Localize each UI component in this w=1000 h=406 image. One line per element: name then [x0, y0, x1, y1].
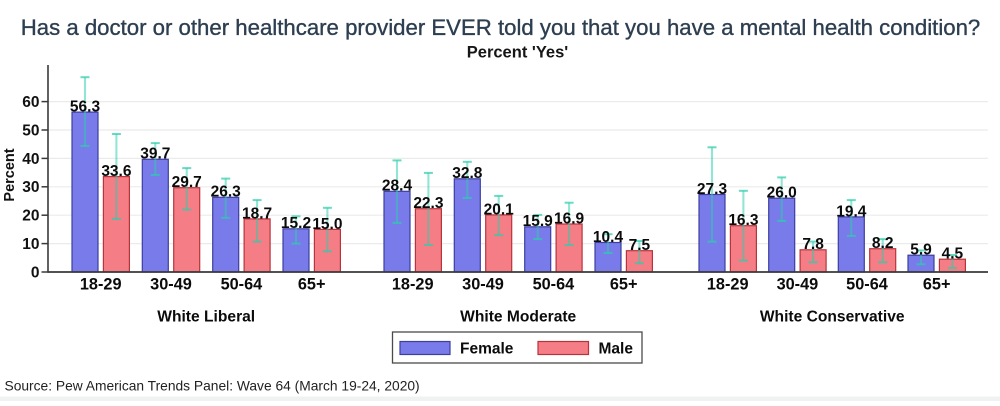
svg-text:29.7: 29.7 — [172, 174, 202, 191]
svg-text:7.8: 7.8 — [802, 236, 824, 253]
svg-text:28.4: 28.4 — [382, 178, 413, 195]
svg-text:26.3: 26.3 — [211, 184, 242, 201]
svg-text:15.0: 15.0 — [312, 216, 342, 233]
svg-text:7.5: 7.5 — [629, 237, 651, 254]
svg-text:5.9: 5.9 — [910, 242, 932, 259]
svg-text:Percent: Percent — [2, 148, 18, 201]
svg-text:White Conservative: White Conservative — [760, 309, 905, 326]
svg-text:Male: Male — [599, 341, 634, 358]
svg-text:Source: Pew American Trends Pa: Source: Pew American Trends Panel: Wave … — [5, 379, 420, 394]
svg-text:18.7: 18.7 — [242, 205, 272, 222]
svg-text:30-49: 30-49 — [777, 276, 819, 294]
svg-text:65+: 65+ — [610, 276, 638, 294]
svg-text:22.3: 22.3 — [413, 195, 444, 212]
svg-text:White Liberal: White Liberal — [157, 309, 255, 326]
svg-text:18-29: 18-29 — [80, 276, 122, 294]
svg-text:16.3: 16.3 — [728, 212, 759, 229]
svg-text:56.3: 56.3 — [70, 99, 101, 116]
svg-text:32.8: 32.8 — [452, 165, 483, 182]
svg-text:Has a doctor or other healthca: Has a doctor or other healthcare provide… — [21, 15, 981, 40]
svg-text:0: 0 — [31, 264, 40, 281]
svg-text:65+: 65+ — [298, 276, 326, 294]
svg-text:15.9: 15.9 — [523, 213, 554, 230]
svg-text:65+: 65+ — [923, 276, 951, 294]
svg-text:30: 30 — [22, 179, 39, 196]
svg-text:50-64: 50-64 — [221, 276, 263, 294]
svg-text:White Moderate: White Moderate — [460, 309, 576, 326]
svg-text:10: 10 — [22, 236, 39, 253]
svg-text:30-49: 30-49 — [150, 276, 192, 294]
svg-text:15.2: 15.2 — [281, 215, 311, 232]
svg-text:16.9: 16.9 — [554, 210, 585, 227]
svg-text:10.4: 10.4 — [593, 229, 624, 246]
svg-text:33.6: 33.6 — [101, 163, 132, 180]
svg-text:20: 20 — [22, 208, 39, 225]
svg-text:50-64: 50-64 — [533, 276, 575, 294]
svg-text:30-49: 30-49 — [462, 276, 504, 294]
svg-text:19.4: 19.4 — [836, 203, 867, 220]
svg-text:50: 50 — [22, 122, 39, 139]
svg-text:8.2: 8.2 — [872, 235, 894, 252]
svg-text:60: 60 — [22, 94, 39, 111]
svg-text:39.7: 39.7 — [140, 146, 170, 163]
svg-text:26.0: 26.0 — [767, 185, 797, 202]
svg-text:4.5: 4.5 — [942, 246, 964, 263]
svg-text:40: 40 — [22, 151, 39, 168]
svg-text:Female: Female — [460, 341, 514, 358]
svg-text:18-29: 18-29 — [392, 276, 434, 294]
svg-text:20.1: 20.1 — [484, 201, 515, 218]
svg-text:Percent 'Yes': Percent 'Yes' — [467, 44, 568, 62]
svg-text:27.3: 27.3 — [697, 181, 728, 198]
svg-text:18-29: 18-29 — [707, 276, 749, 294]
svg-text:50-64: 50-64 — [846, 276, 888, 294]
